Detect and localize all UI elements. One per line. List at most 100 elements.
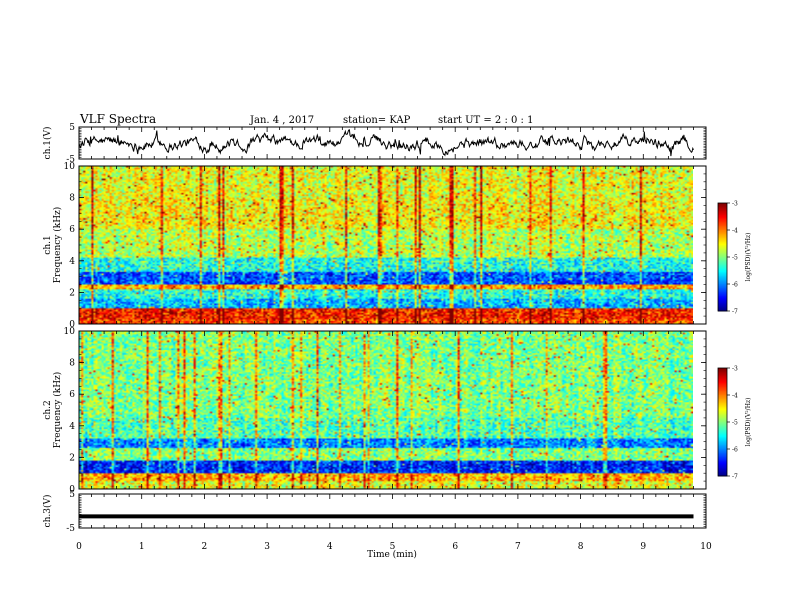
colorbar-cell <box>718 282 727 285</box>
colorbar-cell <box>718 431 727 434</box>
colorbar-cell <box>718 469 727 472</box>
colorbar-cell <box>718 203 727 205</box>
colorbar-cell <box>718 434 727 436</box>
colorbar-cell <box>718 251 727 254</box>
x-tick-label: 7 <box>515 542 521 552</box>
colorbar-cell <box>718 215 727 217</box>
y-tick-label: 2 <box>69 453 75 463</box>
colorbar-cell <box>718 263 727 266</box>
station-label: station= KAP <box>343 115 411 126</box>
colorbar-cell <box>718 447 727 450</box>
colorbar-cell <box>718 269 727 271</box>
colorbar-cell <box>718 281 727 284</box>
colorbar-tick-label: -4 <box>732 228 738 235</box>
colorbar-cell <box>718 213 727 216</box>
colorbar-cell <box>718 453 727 455</box>
colorbar-cell <box>718 442 727 445</box>
x-tick-label: 0 <box>76 542 82 552</box>
colorbar-cell <box>718 457 727 459</box>
x-tick-label: 1 <box>139 542 145 552</box>
colorbar-cell <box>718 417 727 420</box>
y-tick-label: 2 <box>69 288 75 298</box>
colorbar-tick-label: -6 <box>732 282 738 289</box>
colorbar-cell <box>718 250 727 253</box>
colorbar-cell <box>718 454 727 457</box>
colorbar-tick-label: -7 <box>732 474 738 481</box>
colorbar-cell <box>718 300 727 303</box>
waveform-ch1-trace <box>78 129 694 157</box>
colorbar-cell <box>718 443 727 446</box>
y-tick-label: 6 <box>69 225 75 235</box>
colorbar-cell <box>718 424 727 427</box>
colorbar-cell <box>718 388 727 391</box>
colorbar-cell <box>718 223 727 226</box>
colorbar-cell <box>718 219 727 222</box>
y-tick-label: -5 <box>66 524 75 534</box>
colorbar-cell <box>718 470 727 473</box>
colorbar-cell <box>718 230 727 232</box>
colorbar-cell <box>718 248 727 251</box>
colorbar-cell <box>718 462 727 465</box>
y-tick-label: 8 <box>69 359 75 369</box>
y-tick-label: 5 <box>69 123 75 133</box>
colorbar-cell <box>718 205 727 208</box>
colorbar-cell <box>718 382 727 385</box>
colorbar-cell <box>718 305 727 308</box>
colorbar-cell <box>718 267 727 270</box>
colorbar-tick-label: -3 <box>732 366 738 373</box>
colorbar-cell <box>718 451 727 454</box>
time-axis: 0 1 2 3 4 5 6 7 8 9 10 <box>76 542 712 552</box>
colorbar-cell <box>718 227 727 230</box>
x-tick-label: 10 <box>700 542 712 552</box>
colorbar-cell <box>718 254 727 257</box>
colorbar-cell <box>718 284 727 286</box>
colorbar-cell <box>718 473 727 476</box>
waveform-ch3-panel: 5 -5 ch.3(V) <box>42 490 707 534</box>
y-tick-label: 0 <box>69 485 75 495</box>
x-tick-label: 9 <box>640 542 646 552</box>
colorbar-cell <box>718 404 727 407</box>
y-tick-label: 0 <box>69 320 75 330</box>
colorbar-cell <box>718 423 727 426</box>
colorbar-cell <box>718 436 727 439</box>
colorbar-cell <box>718 466 727 469</box>
colorbar-cell <box>718 212 727 215</box>
colorbar-cell <box>718 208 727 211</box>
waveform-ch3-frame <box>78 493 707 529</box>
colorbar-cell <box>718 259 727 262</box>
colorbar-cell <box>718 231 727 234</box>
colorbar-cell <box>718 465 727 468</box>
colorbar-cell <box>718 397 727 400</box>
x-axis-label: Time (min) <box>367 549 417 560</box>
colorbar-cell <box>718 239 727 242</box>
colorbar-cell <box>718 412 727 415</box>
colorbar-cell <box>718 247 727 250</box>
colorbar-cell <box>718 294 727 297</box>
colorbar-cell <box>718 277 727 280</box>
colorbar-cell <box>718 373 727 376</box>
colorbar-cell <box>718 427 727 430</box>
spectrogram-ch2-ylabel-axis: Frequency (kHz) <box>52 372 63 449</box>
spectrogram-ch1-panel: 0 2 4 6 8 10 ch.1 Frequency (kHz) <box>43 162 707 330</box>
colorbar-cell <box>718 209 727 212</box>
colorbar-cell <box>718 257 727 259</box>
colorbar-cell <box>718 234 727 236</box>
colorbar-cell <box>718 220 727 223</box>
colorbar-cell <box>718 273 727 276</box>
colorbar-cell <box>718 293 727 296</box>
colorbar-cell <box>718 274 727 277</box>
colorbar-cell <box>718 396 727 399</box>
colorbar-cell <box>718 399 727 401</box>
colorbar-cell <box>718 401 727 404</box>
colorbar-cell <box>718 242 727 244</box>
spectrogram-ch2-ylabel-channel: ch.2 <box>43 400 53 419</box>
start-time-label: start UT = 2 : 0 : 1 <box>438 115 533 126</box>
x-tick-label: 2 <box>202 542 208 552</box>
colorbar-cell <box>718 228 727 231</box>
colorbar-cell <box>718 380 727 382</box>
colorbar-cell <box>718 449 727 451</box>
colorbar-cell <box>718 225 727 228</box>
colorbar-cell <box>718 244 727 247</box>
colorbar-cell <box>718 419 727 422</box>
